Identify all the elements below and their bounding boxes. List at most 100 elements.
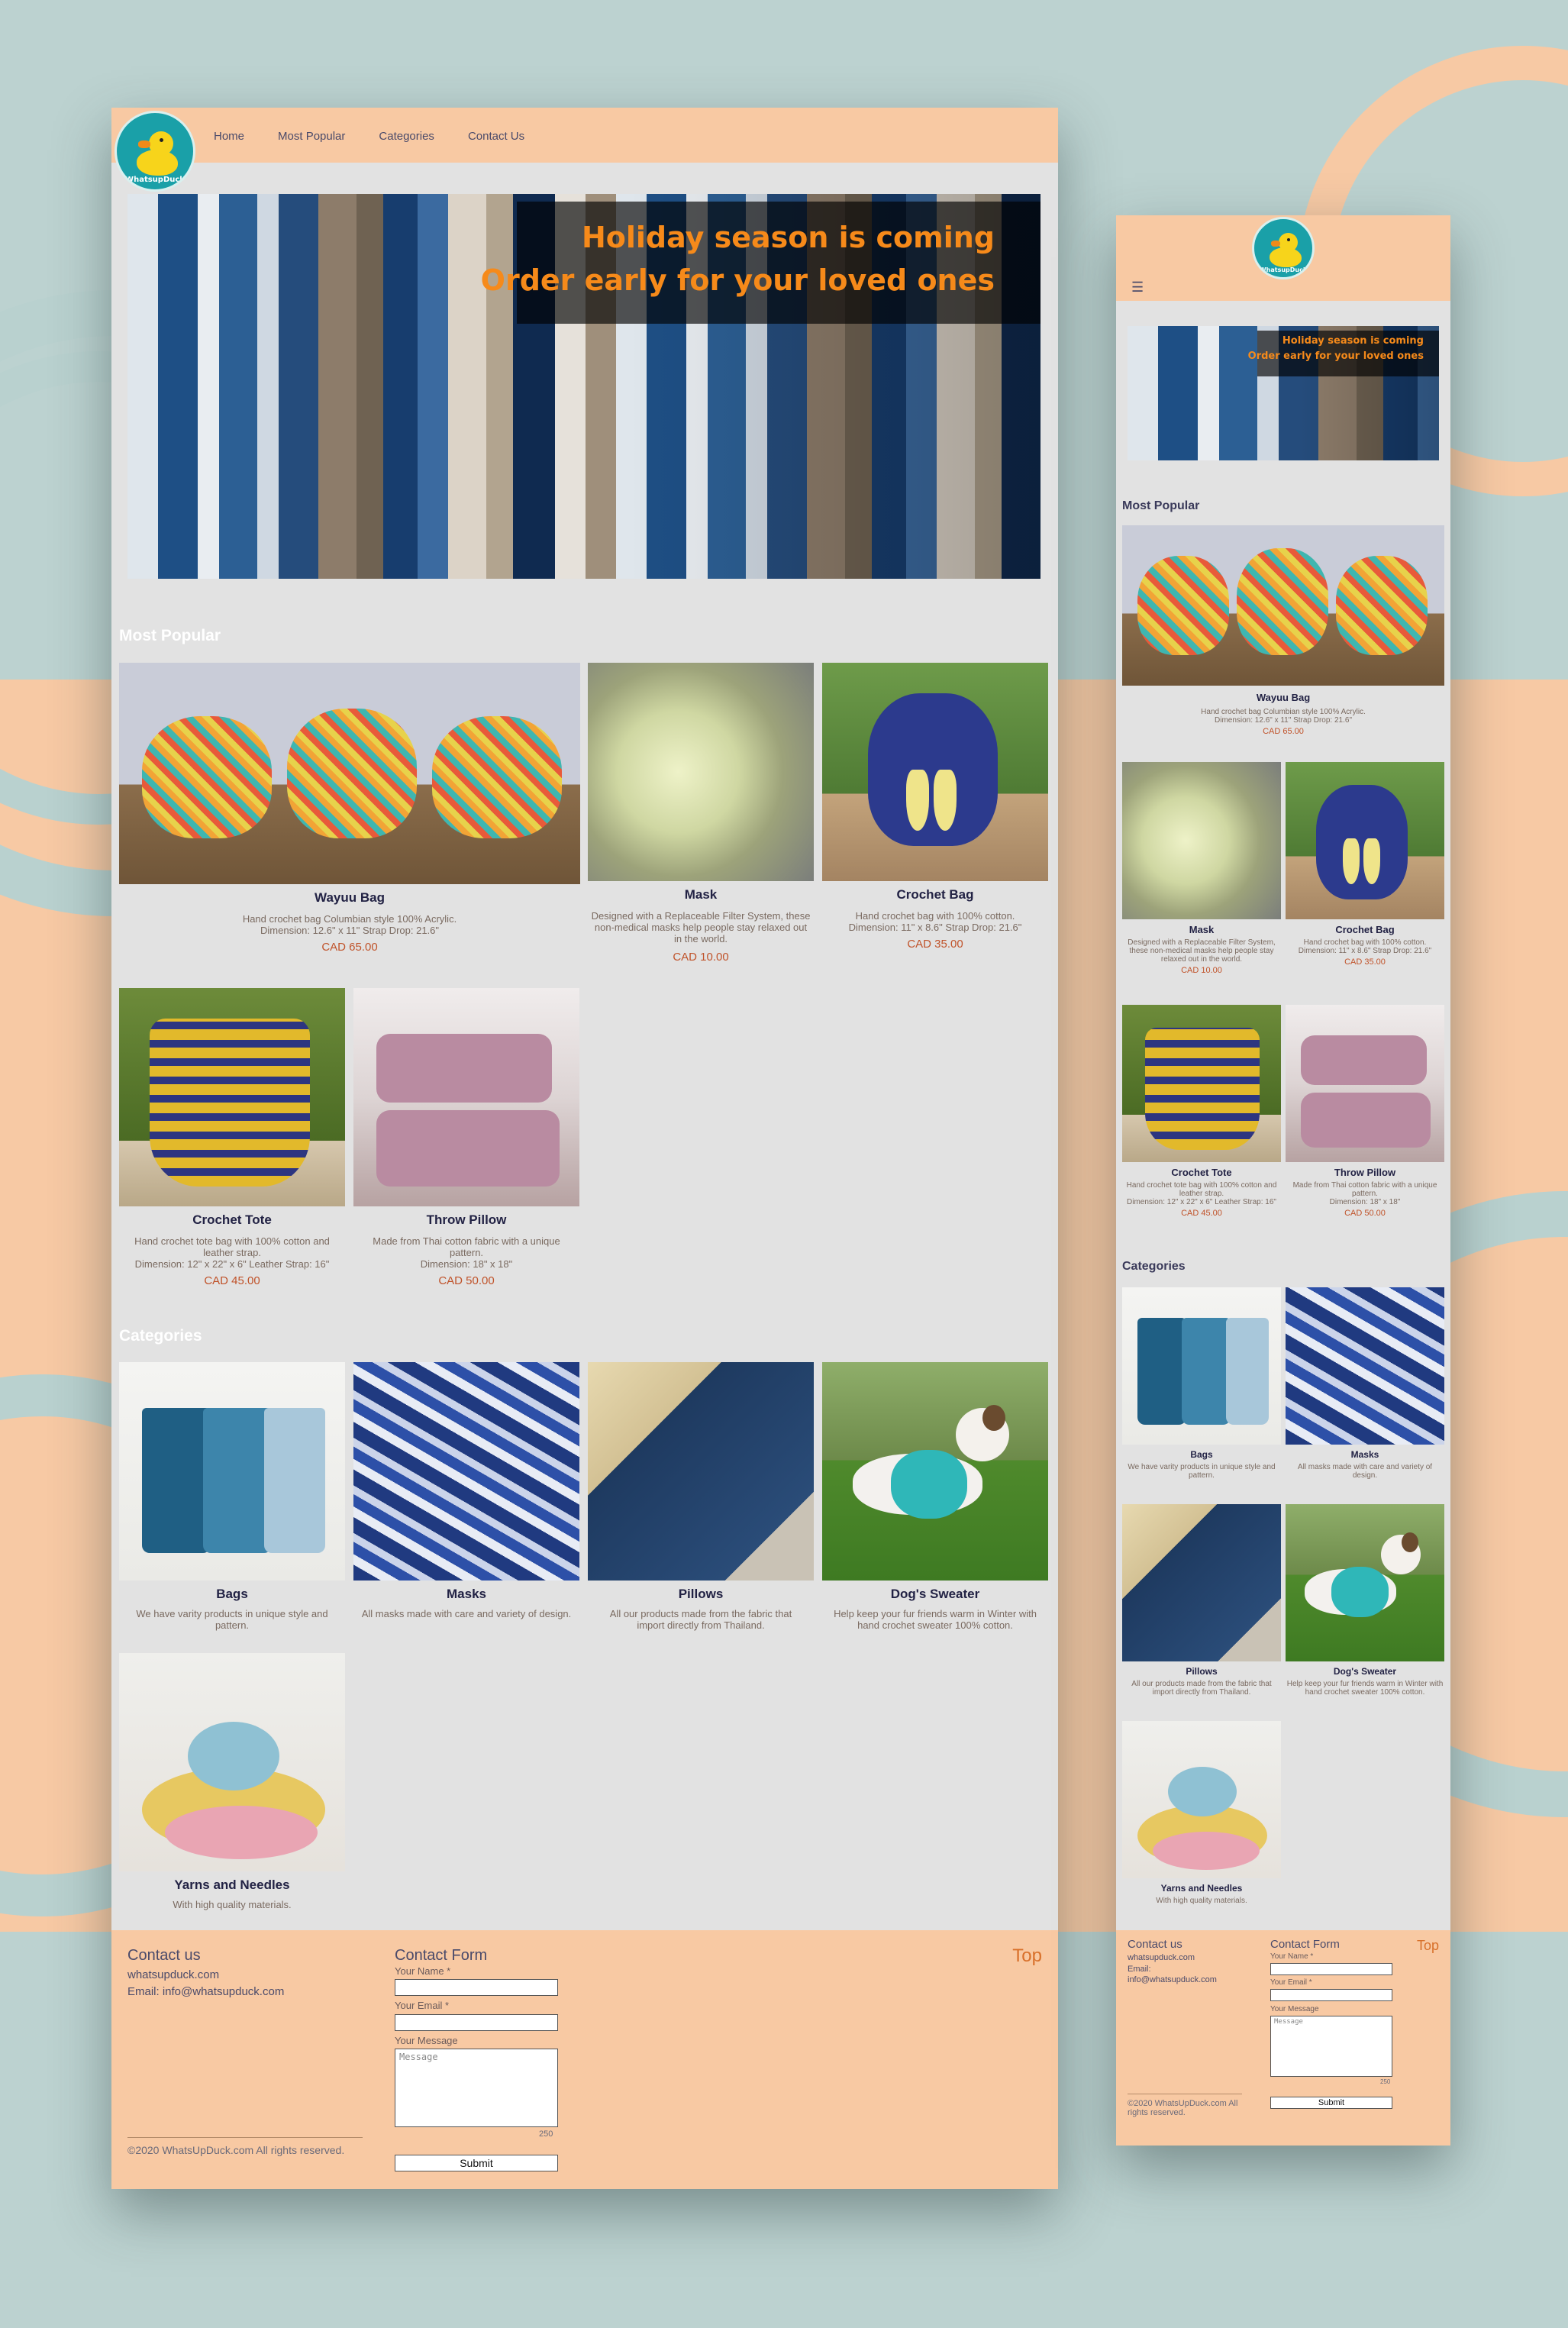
- product-name[interactable]: Crochet Bag: [896, 887, 974, 902]
- category-card[interactable]: Yarns and Needles With high quality mate…: [119, 1653, 345, 1910]
- back-to-top-link[interactable]: Top: [1416, 1938, 1439, 1953]
- category-card[interactable]: Bags We have varity products in unique s…: [1122, 1287, 1281, 1480]
- product-card[interactable]: Throw Pillow Made from Thai cotton fabri…: [1286, 1005, 1444, 1218]
- submit-button[interactable]: Submit: [1270, 2097, 1392, 2109]
- category-name[interactable]: Yarns and Needles: [1160, 1883, 1243, 1894]
- category-image[interactable]: [119, 1362, 345, 1581]
- logo[interactable]: WhatsupDuck: [1252, 217, 1315, 279]
- logo-text: WhatsupDuck: [1259, 266, 1308, 273]
- pillow-shape: [1301, 1035, 1427, 1085]
- category-card[interactable]: Pillows All our products made from the f…: [1122, 1504, 1281, 1697]
- category-card[interactable]: Bags We have varity products in unique s…: [119, 1362, 345, 1631]
- nav-home[interactable]: Home: [214, 130, 245, 143]
- category-image[interactable]: [1286, 1504, 1444, 1661]
- product-dimension: Dimension: 11" x 8.6" Strap Drop: 21.6": [1298, 947, 1432, 955]
- category-name[interactable]: Pillows: [678, 1587, 724, 1601]
- product-image[interactable]: [822, 663, 1048, 881]
- message-textarea[interactable]: Message: [395, 2049, 558, 2127]
- top-navbar: WhatsupDuck Home Most Popular Categories…: [111, 108, 1058, 192]
- category-card[interactable]: Masks All masks made with care and varie…: [353, 1362, 579, 1619]
- tote-bag-shape: [150, 1019, 310, 1187]
- contact-site[interactable]: whatsupduck.com: [1128, 1953, 1195, 1962]
- category-description: With high quality materials.: [173, 1899, 292, 1910]
- nav-most-popular[interactable]: Most Popular: [278, 130, 346, 143]
- product-image[interactable]: [1122, 525, 1444, 686]
- product-image[interactable]: [119, 988, 345, 1206]
- category-image[interactable]: [1122, 1504, 1281, 1661]
- name-input[interactable]: [1270, 1963, 1392, 1975]
- product-image[interactable]: [1122, 1005, 1281, 1162]
- product-price: CAD 35.00: [907, 938, 963, 951]
- category-card[interactable]: Masks All masks made with care and varie…: [1286, 1287, 1444, 1480]
- product-image[interactable]: [588, 663, 814, 881]
- product-image[interactable]: [1122, 762, 1281, 919]
- product-image[interactable]: [353, 988, 579, 1206]
- pillow-shape: [1301, 1093, 1431, 1148]
- category-image[interactable]: [119, 1653, 345, 1871]
- email-input[interactable]: [1270, 1989, 1392, 2001]
- section-title-categories: Categories: [119, 1327, 202, 1345]
- product-card[interactable]: Throw Pillow Made from Thai cotton fabri…: [353, 988, 579, 1287]
- product-name[interactable]: Throw Pillow: [426, 1212, 507, 1227]
- back-to-top-link[interactable]: Top: [1012, 1945, 1042, 1966]
- hero-banner: Holiday season is coming Order early for…: [127, 194, 1040, 579]
- product-card[interactable]: Wayuu Bag Hand crochet bag Columbian sty…: [119, 663, 580, 954]
- contact-site[interactable]: whatsupduck.com: [127, 1968, 220, 1981]
- category-description: We have varity products in unique style …: [1128, 1463, 1276, 1480]
- product-name[interactable]: Wayuu Bag: [315, 890, 385, 905]
- copyright-line1: ©2020 WhatsUpDuck.com All: [1128, 2099, 1238, 2108]
- product-card[interactable]: Crochet Bag Hand crochet bag with 100% c…: [822, 663, 1048, 951]
- product-description: Hand crochet tote bag with 100% cotton a…: [134, 1235, 330, 1258]
- category-card[interactable]: Pillows All our products made from the f…: [588, 1362, 814, 1631]
- contact-email[interactable]: info@whatsupduck.com: [1128, 1975, 1217, 1984]
- category-name[interactable]: Pillows: [1186, 1666, 1218, 1677]
- category-name[interactable]: Dog's Sweater: [890, 1587, 980, 1601]
- product-card[interactable]: Crochet Tote Hand crochet tote bag with …: [119, 988, 345, 1287]
- product-card[interactable]: Wayuu Bag Hand crochet bag Columbian sty…: [1122, 525, 1444, 736]
- product-description: Made from Thai cotton fabric with a uniq…: [373, 1235, 560, 1258]
- category-name[interactable]: Masks: [447, 1587, 486, 1601]
- name-input[interactable]: [395, 1979, 558, 1996]
- logo[interactable]: WhatsupDuck: [115, 111, 195, 192]
- message-textarea[interactable]: Message: [1270, 2016, 1392, 2077]
- product-name[interactable]: Crochet Tote: [1171, 1167, 1232, 1178]
- product-card[interactable]: Crochet Bag Hand crochet bag with 100% c…: [1286, 762, 1444, 967]
- category-card[interactable]: Dog's Sweater Help keep your fur friends…: [822, 1362, 1048, 1631]
- submit-button[interactable]: Submit: [395, 2155, 558, 2171]
- category-image[interactable]: [588, 1362, 814, 1581]
- duck-head-icon: [149, 131, 173, 156]
- contact-us-title: Contact us: [1128, 1938, 1182, 1951]
- product-image[interactable]: [1286, 1005, 1444, 1162]
- category-card[interactable]: Yarns and Needles With high quality mate…: [1122, 1721, 1281, 1905]
- product-name[interactable]: Throw Pillow: [1334, 1167, 1396, 1178]
- category-image[interactable]: [1122, 1721, 1281, 1878]
- contact-email[interactable]: Email: info@whatsupduck.com: [127, 1985, 285, 1998]
- product-name[interactable]: Wayuu Bag: [1256, 692, 1311, 703]
- category-name[interactable]: Yarns and Needles: [174, 1878, 290, 1892]
- category-name[interactable]: Dog's Sweater: [1333, 1666, 1397, 1677]
- category-name[interactable]: Bags: [1190, 1449, 1213, 1460]
- nav-contact-us[interactable]: Contact Us: [467, 130, 525, 143]
- copyright-line2: rights reserved.: [1128, 2108, 1186, 2117]
- category-image[interactable]: [353, 1362, 579, 1581]
- category-card[interactable]: Dog's Sweater Help keep your fur friends…: [1286, 1504, 1444, 1697]
- product-name[interactable]: Mask: [1189, 924, 1215, 935]
- category-image[interactable]: [1122, 1287, 1281, 1445]
- hero-caption-line1: Holiday season is coming: [581, 221, 995, 254]
- category-image[interactable]: [822, 1362, 1048, 1581]
- product-name[interactable]: Crochet Tote: [192, 1212, 272, 1227]
- product-image[interactable]: [1286, 762, 1444, 919]
- product-image[interactable]: [119, 663, 580, 884]
- product-name[interactable]: Crochet Bag: [1335, 924, 1395, 935]
- section-title-most-popular: Most Popular: [119, 627, 221, 644]
- category-image[interactable]: [1286, 1287, 1444, 1445]
- product-card[interactable]: Crochet Tote Hand crochet tote bag with …: [1122, 1005, 1281, 1218]
- hamburger-menu-icon[interactable]: ☰: [1131, 279, 1144, 295]
- product-card[interactable]: Mask Designed with a Replaceable Filter …: [1122, 762, 1281, 975]
- nav-categories[interactable]: Categories: [379, 130, 434, 143]
- product-card[interactable]: Mask Designed with a Replaceable Filter …: [588, 663, 814, 964]
- email-input[interactable]: [395, 2014, 558, 2031]
- product-name[interactable]: Mask: [684, 887, 718, 902]
- category-name[interactable]: Masks: [1350, 1449, 1379, 1460]
- category-name[interactable]: Bags: [216, 1587, 248, 1601]
